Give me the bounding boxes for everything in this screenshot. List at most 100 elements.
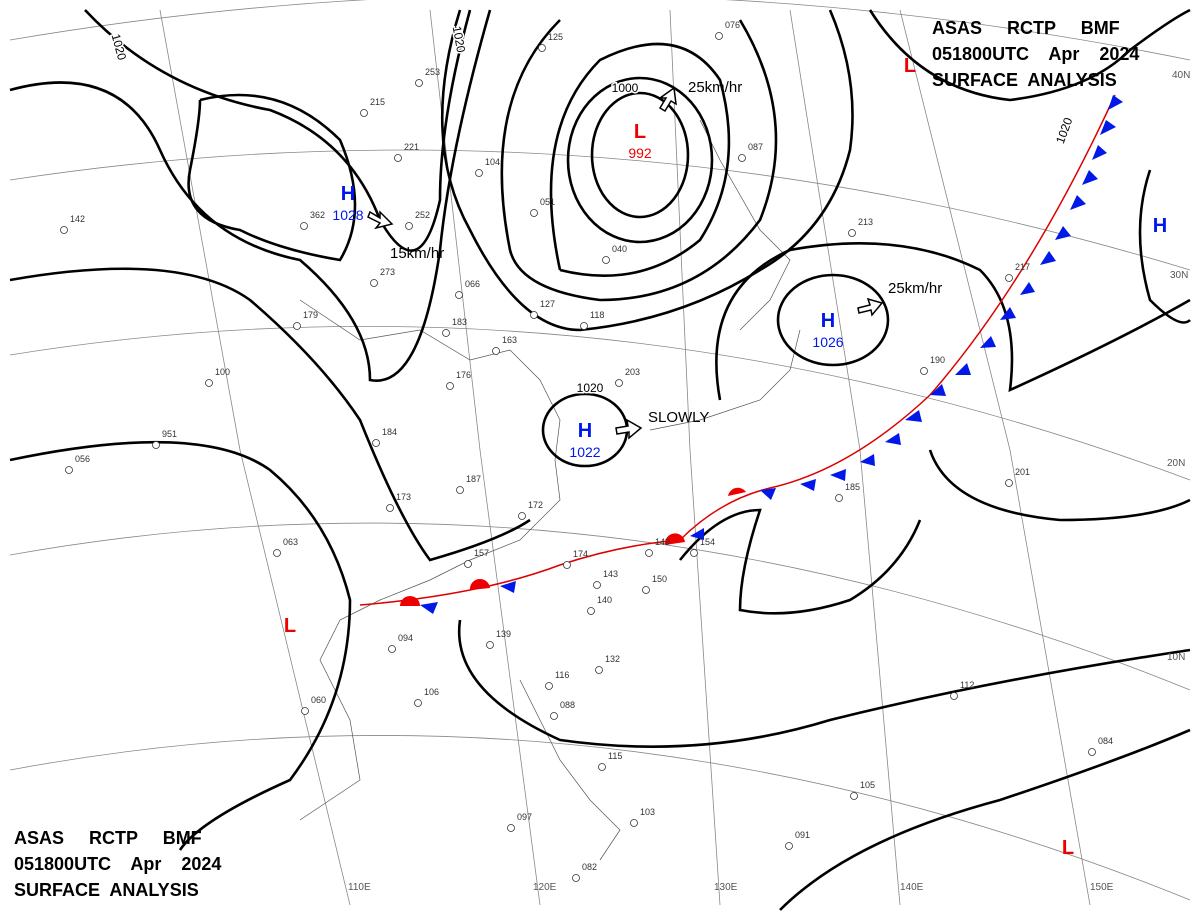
station-pressure: 076 bbox=[725, 20, 740, 30]
station-marker bbox=[492, 347, 500, 355]
station-pressure: 179 bbox=[303, 310, 318, 320]
station-pressure: 184 bbox=[382, 427, 397, 437]
station-pressure: 201 bbox=[1015, 467, 1030, 477]
station-pressure: 253 bbox=[425, 67, 440, 77]
station-pressure: 106 bbox=[424, 687, 439, 697]
station-pressure: 149 bbox=[655, 537, 670, 547]
station-pressure: 163 bbox=[502, 335, 517, 345]
longitude-label: 120E bbox=[533, 882, 557, 893]
station-marker bbox=[486, 641, 494, 649]
station-pressure: 118 bbox=[590, 310, 604, 320]
station-marker bbox=[545, 682, 553, 690]
pressure-center-value: 992 bbox=[628, 145, 652, 161]
header-line: SURFACE ANALYSIS bbox=[932, 70, 1117, 90]
station-pressure: 066 bbox=[465, 279, 480, 289]
station-marker bbox=[301, 707, 309, 715]
header-line: 051800UTC Apr 2024 bbox=[14, 854, 221, 874]
station-pressure: 051 bbox=[540, 197, 555, 207]
station-pressure: 125 bbox=[548, 32, 563, 42]
station-pressure: 063 bbox=[283, 537, 298, 547]
station-marker bbox=[372, 439, 380, 447]
station-pressure: 116 bbox=[555, 670, 569, 680]
station-pressure: 157 bbox=[474, 548, 489, 558]
station-pressure: 100 bbox=[215, 367, 230, 377]
station-marker bbox=[587, 607, 595, 615]
station-pressure: 273 bbox=[380, 267, 395, 277]
motion-label: SLOWLY bbox=[648, 409, 709, 426]
station-pressure: 104 bbox=[485, 157, 500, 167]
station-marker bbox=[300, 222, 308, 230]
latitude-label: 10N bbox=[1167, 652, 1185, 663]
station-pressure: 203 bbox=[625, 367, 640, 377]
station-marker bbox=[205, 379, 213, 387]
pressure-center-symbol: H bbox=[578, 420, 592, 442]
station-marker bbox=[563, 561, 571, 569]
station-marker bbox=[615, 379, 623, 387]
station-marker bbox=[507, 824, 515, 832]
station-marker bbox=[630, 819, 638, 827]
station-pressure: 221 bbox=[404, 142, 419, 152]
pressure-center-symbol: L bbox=[1062, 837, 1074, 859]
station-marker bbox=[446, 382, 454, 390]
station-pressure: 176 bbox=[456, 370, 471, 380]
motion-arrows bbox=[367, 86, 884, 440]
pressure-center-symbol: H bbox=[341, 183, 355, 205]
station-marker bbox=[785, 842, 793, 850]
station-marker bbox=[550, 712, 558, 720]
station-pressure: 097 bbox=[517, 812, 532, 822]
station-marker bbox=[602, 256, 610, 264]
station-pressure: 174 bbox=[573, 549, 588, 559]
station-pressure: 185 bbox=[845, 482, 860, 492]
station-marker bbox=[370, 279, 378, 287]
motion-label: 25km/hr bbox=[688, 79, 742, 96]
station-pressure: 103 bbox=[640, 807, 655, 817]
header-line: 051800UTC Apr 2024 bbox=[932, 44, 1139, 64]
station-pressure: 143 bbox=[603, 569, 618, 579]
station-pressure: 252 bbox=[415, 210, 430, 220]
station-pressure: 173 bbox=[396, 492, 411, 502]
station-marker bbox=[642, 586, 650, 594]
station-marker bbox=[530, 311, 538, 319]
station-pressure: 217 bbox=[1015, 262, 1030, 272]
station-marker bbox=[593, 581, 601, 589]
pressure-center-symbol: H bbox=[1153, 215, 1167, 237]
station-marker bbox=[518, 512, 526, 520]
station-pressure: 088 bbox=[560, 700, 575, 710]
pressure-center-symbol: L bbox=[634, 121, 646, 143]
latitude-label: 30N bbox=[1170, 270, 1188, 281]
station-pressure: 362 bbox=[310, 210, 325, 220]
longitude-label: 150E bbox=[1090, 882, 1114, 893]
station-pressure: 112 bbox=[960, 680, 974, 690]
latitude-label: 40N bbox=[1172, 70, 1190, 81]
station-marker bbox=[65, 466, 73, 474]
station-pressure: 127 bbox=[540, 299, 555, 309]
longitude-label: 140E bbox=[900, 882, 924, 893]
station-marker bbox=[455, 291, 463, 299]
station-pressure: 060 bbox=[311, 695, 326, 705]
station-marker bbox=[950, 692, 958, 700]
station-pressure: 094 bbox=[398, 633, 413, 643]
motion-label: 15km/hr bbox=[390, 245, 444, 262]
station-marker bbox=[475, 169, 483, 177]
station-marker bbox=[152, 441, 160, 449]
station-marker bbox=[1088, 748, 1096, 756]
station-marker bbox=[1005, 274, 1013, 282]
header-line: SURFACE ANALYSIS bbox=[14, 880, 199, 900]
station-marker bbox=[456, 486, 464, 494]
latitude-label: 20N bbox=[1167, 458, 1185, 469]
station-marker bbox=[848, 229, 856, 237]
station-pressure: 139 bbox=[496, 629, 511, 639]
station-marker bbox=[538, 44, 546, 52]
station-marker bbox=[394, 154, 402, 162]
station-marker bbox=[442, 329, 450, 337]
station-marker bbox=[1005, 479, 1013, 487]
station-marker bbox=[850, 792, 858, 800]
station-marker bbox=[690, 549, 698, 557]
station-pressure: 213 bbox=[858, 217, 873, 227]
station-pressure: 150 bbox=[652, 574, 667, 584]
station-pressure: 056 bbox=[75, 454, 90, 464]
station-marker bbox=[595, 666, 603, 674]
station-pressure: 187 bbox=[466, 474, 481, 484]
